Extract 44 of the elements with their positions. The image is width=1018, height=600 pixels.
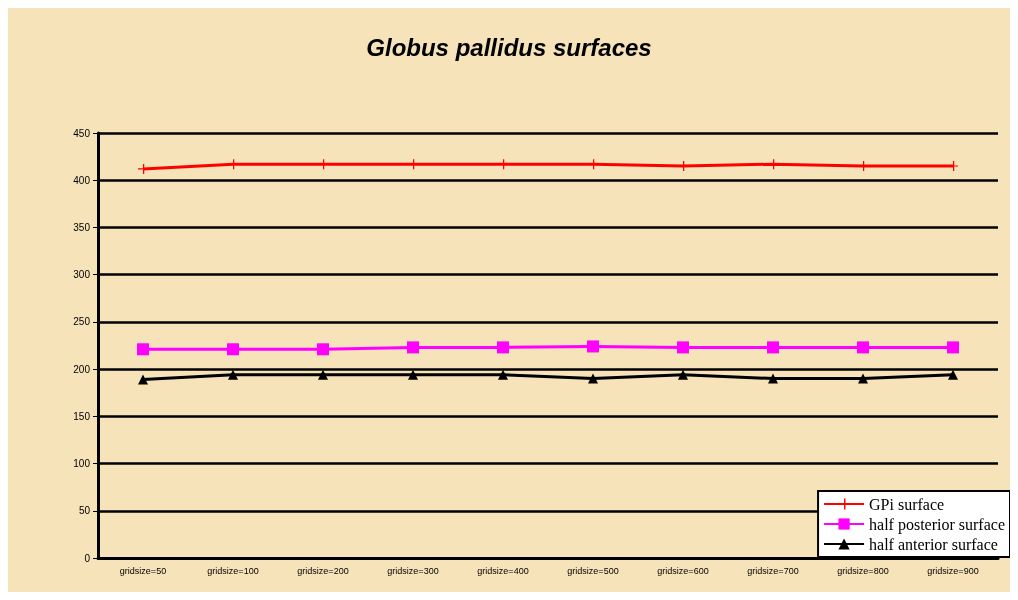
x-tick-label: gridsize=300 xyxy=(387,565,439,576)
point xyxy=(678,369,688,380)
y-tick-label: 150 xyxy=(73,410,91,422)
x-tick-label: gridsize=900 xyxy=(927,565,979,576)
y-tick-label: 300 xyxy=(73,269,91,281)
point xyxy=(138,374,148,385)
point xyxy=(857,341,869,354)
point xyxy=(588,373,598,384)
y-tick-label: 200 xyxy=(73,363,91,375)
point xyxy=(587,340,599,353)
y-tick-label: 0 xyxy=(84,552,91,564)
y-tick-label: 50 xyxy=(78,505,91,517)
y-tick-label: 250 xyxy=(73,316,91,328)
point xyxy=(228,369,238,380)
x-tick-label: gridsize=600 xyxy=(657,565,709,576)
x-tick-label: gridsize=800 xyxy=(837,565,889,576)
y-tick-label: 350 xyxy=(73,221,91,233)
point xyxy=(947,341,959,354)
point xyxy=(768,373,778,384)
x-tick-label: gridsize=500 xyxy=(567,565,619,576)
point xyxy=(767,341,779,354)
x-tick-label: gridsize=700 xyxy=(747,565,799,576)
point xyxy=(498,369,508,380)
x-tick-label: gridsize=100 xyxy=(207,565,259,576)
point xyxy=(677,341,689,354)
x-tick-label: gridsize=50 xyxy=(119,565,167,576)
chart-title: Globus pallidus surfaces xyxy=(366,33,652,61)
x-tick-label: gridsize=400 xyxy=(477,565,529,576)
legend-label: GPi surface xyxy=(869,495,945,513)
point xyxy=(227,343,239,356)
point xyxy=(948,369,958,380)
y-tick-label: 100 xyxy=(73,458,91,470)
legend-label: half posterior surface xyxy=(869,515,1005,534)
point xyxy=(317,343,329,356)
x-tick-label: gridsize=200 xyxy=(297,565,349,576)
point xyxy=(407,341,419,354)
legend-label: half anterior surface xyxy=(869,535,998,553)
point xyxy=(858,373,868,384)
point xyxy=(408,369,418,380)
y-tick-label: 400 xyxy=(73,174,91,186)
y-tick-label: 450 xyxy=(73,127,91,139)
point xyxy=(497,341,509,354)
point xyxy=(137,343,149,356)
point xyxy=(318,369,328,380)
